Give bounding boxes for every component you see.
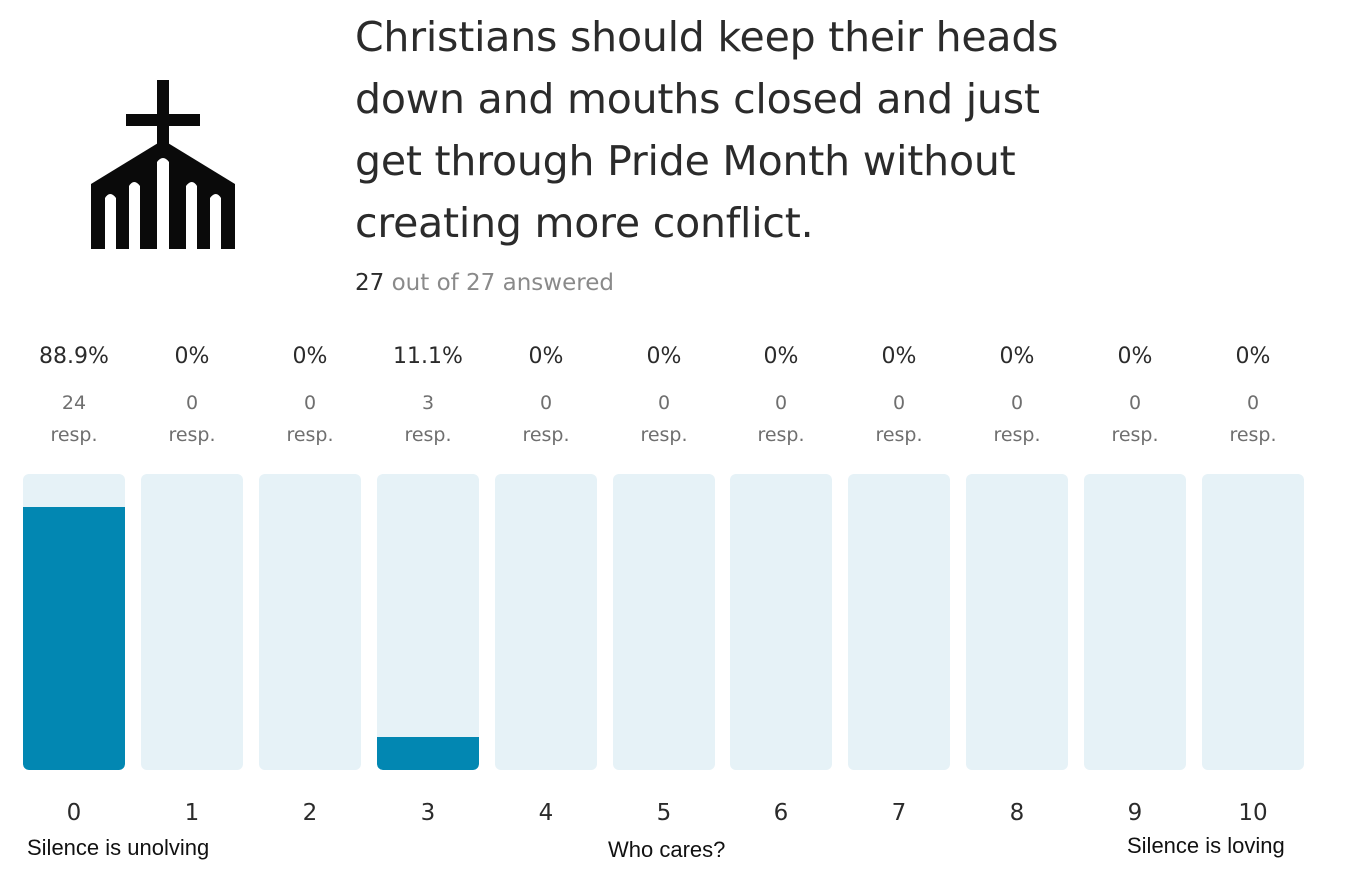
bar-track: [848, 474, 950, 770]
response-count: 0: [774, 392, 788, 414]
scale-tick-label: 1: [184, 800, 200, 826]
scale-tick-label: 2: [302, 800, 318, 826]
scale-tick-label: 0: [66, 800, 82, 826]
response-count: 0: [1128, 392, 1142, 414]
bar-track: [259, 474, 361, 770]
scale-tick-label: 8: [1009, 800, 1025, 826]
scale-tick-label: 7: [891, 800, 907, 826]
percent-label: 0%: [999, 344, 1035, 369]
percent-label: 88.9%: [39, 344, 109, 369]
scale-tick-label: 4: [538, 800, 554, 826]
response-unit-label: resp.: [1229, 424, 1277, 446]
bar-track: [966, 474, 1068, 770]
response-unit-label: resp.: [286, 424, 334, 446]
scale-anchor-high: Silence is loving: [1127, 833, 1285, 858]
bar-track: [730, 474, 832, 770]
response-unit-label: resp.: [875, 424, 923, 446]
response-count: 0: [303, 392, 317, 414]
rating-chart: 88.9% 24 resp. 0 0% 0 resp. 1 0% 0 resp. 2 11.1% 3 res…: [0, 330, 1346, 876]
response-unit-label: resp.: [50, 424, 98, 446]
percent-label: 0%: [1235, 344, 1271, 369]
scale-tick-label: 5: [656, 800, 672, 826]
response-unit-label: resp.: [404, 424, 452, 446]
scale-tick-label: 3: [420, 800, 436, 826]
percent-label: 0%: [881, 344, 917, 369]
percent-label: 0%: [292, 344, 328, 369]
response-count: 0: [185, 392, 199, 414]
response-count: 0: [1246, 392, 1260, 414]
percent-label: 0%: [174, 344, 210, 369]
response-count: 0: [892, 392, 906, 414]
scale-anchor-middle: Who cares?: [608, 837, 726, 862]
answered-summary: 27 out of 27 answered: [355, 268, 614, 298]
percent-label: 0%: [1117, 344, 1153, 369]
response-unit-label: resp.: [1111, 424, 1159, 446]
response-unit-label: resp.: [522, 424, 570, 446]
response-count: 0: [539, 392, 553, 414]
response-unit-label: resp.: [168, 424, 216, 446]
bar: [377, 737, 479, 770]
scale-tick-label: 9: [1127, 800, 1143, 826]
bar-track: [23, 474, 125, 770]
response-count: 0: [1010, 392, 1024, 414]
question-title: Christians should keep their heads down …: [355, 13, 1059, 247]
scale-anchor-low: Silence is unolving: [27, 835, 210, 860]
scale-tick-label: 6: [773, 800, 789, 826]
response-count: 24: [61, 392, 87, 414]
percent-label: 11.1%: [393, 344, 463, 369]
answered-count: 27: [355, 270, 385, 296]
response-count: 0: [657, 392, 671, 414]
bar: [23, 507, 125, 770]
response-unit-label: resp.: [993, 424, 1041, 446]
bar-track: [613, 474, 715, 770]
bar-track: [1202, 474, 1304, 770]
answered-suffix: out of 27 answered: [384, 270, 614, 296]
response-unit-label: resp.: [640, 424, 688, 446]
church-icon: [88, 80, 238, 252]
bar-track: [1084, 474, 1186, 770]
percent-label: 0%: [646, 344, 682, 369]
bar-track: [141, 474, 243, 770]
response-unit-label: resp.: [757, 424, 805, 446]
scale-tick-label: 10: [1238, 800, 1268, 826]
bar-track: [377, 474, 479, 770]
response-count: 3: [421, 392, 435, 414]
percent-label: 0%: [528, 344, 564, 369]
percent-label: 0%: [763, 344, 799, 369]
bar-track: [495, 474, 597, 770]
